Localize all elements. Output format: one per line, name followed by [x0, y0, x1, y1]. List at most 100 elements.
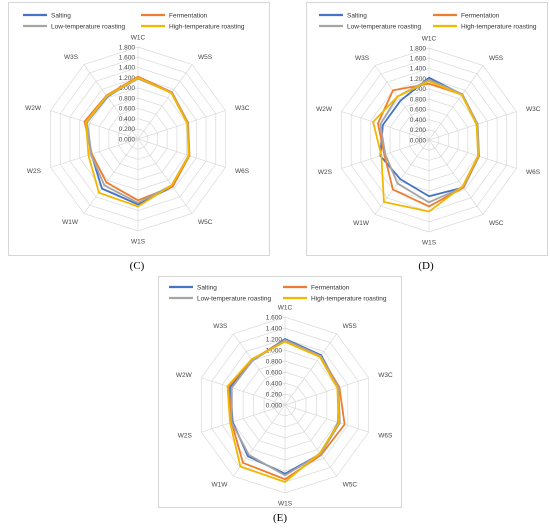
legend-entry: High-temperature roasting — [311, 295, 387, 302]
tick-label: 0.800 — [410, 96, 427, 103]
tick-label: 0.600 — [266, 369, 283, 376]
legend-entry: Salting — [197, 284, 217, 291]
tick-label: 0.200 — [119, 126, 136, 133]
axis-label: W1C — [422, 35, 437, 42]
legend-entry: High-temperature roasting — [461, 23, 537, 30]
axis-label: W5C — [198, 219, 213, 226]
tick-label: 0.200 — [266, 391, 283, 398]
legend-entry: Fermentation — [461, 12, 500, 19]
axis-label: W3S — [213, 323, 228, 330]
tick-label: 1.600 — [266, 314, 283, 321]
axis-label: W2S — [318, 169, 333, 176]
grid-spoke — [284, 404, 369, 433]
tick-label: 0.000 — [410, 137, 427, 144]
axis-label: W1S — [131, 238, 146, 245]
radar-panel-d: Salting Fermentation Low-temperature roast… — [306, 2, 548, 256]
axis-label: W2S — [178, 433, 193, 440]
series-line — [85, 76, 190, 208]
legend-entry: Fermentation — [169, 12, 208, 19]
tick-label: 0.600 — [119, 106, 136, 113]
tick-label: 0.000 — [266, 402, 283, 409]
grid-spoke — [137, 110, 226, 140]
radar-chart-e: Salting Fermentation Low-temperature roast… — [169, 284, 393, 507]
axis-label: W3S — [64, 54, 79, 61]
axis-label: W1C — [278, 304, 293, 311]
grid-spoke — [50, 138, 139, 168]
axis-label: W2W — [176, 372, 193, 379]
tick-label: 1.400 — [266, 325, 283, 332]
legend-entry: Low-temperature roasting — [51, 23, 125, 30]
tick-label: 0.200 — [410, 127, 427, 134]
panel-caption-d: (D) — [418, 260, 434, 272]
grid-spoke — [374, 65, 430, 141]
axis-label: W3C — [526, 106, 541, 113]
panel-caption-e: (E) — [272, 512, 288, 524]
axis-label: W5S — [489, 55, 504, 62]
panel-caption-c: (C) — [129, 260, 145, 272]
legend-entry: Fermentation — [311, 284, 350, 291]
tick-label: 1.200 — [266, 336, 283, 343]
axis-label: W3S — [355, 55, 370, 62]
axis-label: W1W — [212, 482, 229, 489]
tick-label: 0.800 — [266, 358, 283, 365]
axis-label: W6S — [526, 169, 541, 176]
tick-label: 1.000 — [119, 85, 136, 92]
grid-spoke — [284, 377, 369, 406]
axis-label: W5C — [489, 220, 504, 227]
radar-panel-e: Salting Fermentation Low-temperature roast… — [158, 276, 402, 508]
tick-label: 0.800 — [119, 95, 136, 102]
tick-label: 0.000 — [119, 136, 136, 143]
tick-label: 1.200 — [410, 76, 427, 83]
grid-spoke — [284, 404, 338, 477]
grid-spoke — [232, 404, 286, 477]
axis-label: W1S — [278, 500, 293, 507]
grid-spoke — [201, 404, 286, 433]
grid-spoke — [284, 333, 338, 406]
tick-label: 0.400 — [410, 117, 427, 124]
grid-spoke — [428, 65, 484, 141]
grid-spoke — [137, 64, 193, 140]
axis-label: W1W — [353, 220, 370, 227]
grid-spoke — [137, 138, 193, 214]
tick-label: 1.400 — [410, 66, 427, 73]
grid-spoke — [428, 111, 517, 141]
tick-label: 0.400 — [266, 380, 283, 387]
legend-entry: Low-temperature roasting — [197, 295, 271, 302]
axis-label: W6S — [235, 168, 250, 175]
tick-label: 1.000 — [410, 86, 427, 93]
axis-label: W1S — [422, 239, 437, 246]
grid-spoke — [428, 139, 517, 169]
grid-spoke — [50, 110, 139, 140]
tick-label: 1.400 — [119, 65, 136, 72]
radar-panel-c: Salting Fermentation Low-temperature roast… — [8, 2, 270, 256]
tick-label: 1.800 — [119, 44, 136, 51]
tick-label: 1.600 — [410, 56, 427, 63]
axis-label: W1W — [62, 219, 79, 226]
legend-entry: Low-temperature roasting — [347, 23, 421, 30]
grid-spoke — [137, 138, 226, 168]
axis-label: W2W — [25, 105, 42, 112]
tick-label: 0.400 — [119, 116, 136, 123]
tick-label: 1.800 — [410, 45, 427, 52]
series-line — [226, 340, 340, 483]
legend-entry: High-temperature roasting — [169, 23, 245, 30]
grid-spoke — [232, 333, 286, 406]
tick-label: 0.600 — [410, 107, 427, 114]
tick-label: 1.200 — [119, 75, 136, 82]
axis-label: W5S — [198, 54, 213, 61]
axis-label: W2W — [316, 106, 333, 113]
legend-entry: Salting — [347, 12, 367, 19]
axis-label: W3C — [235, 105, 250, 112]
series-line — [372, 80, 479, 213]
grid-spoke — [341, 111, 430, 141]
tick-label: 1.000 — [266, 347, 283, 354]
series-line — [379, 78, 480, 204]
grid-spoke — [428, 139, 484, 215]
legend-entry: Salting — [51, 12, 71, 19]
axis-label: W6S — [378, 433, 393, 440]
axis-label: W5S — [343, 323, 358, 330]
series-line — [230, 339, 341, 477]
axis-label: W3C — [378, 372, 393, 379]
grid-spoke — [83, 64, 139, 140]
radar-chart-c: Salting Fermentation Low-temperature roast… — [23, 12, 250, 245]
